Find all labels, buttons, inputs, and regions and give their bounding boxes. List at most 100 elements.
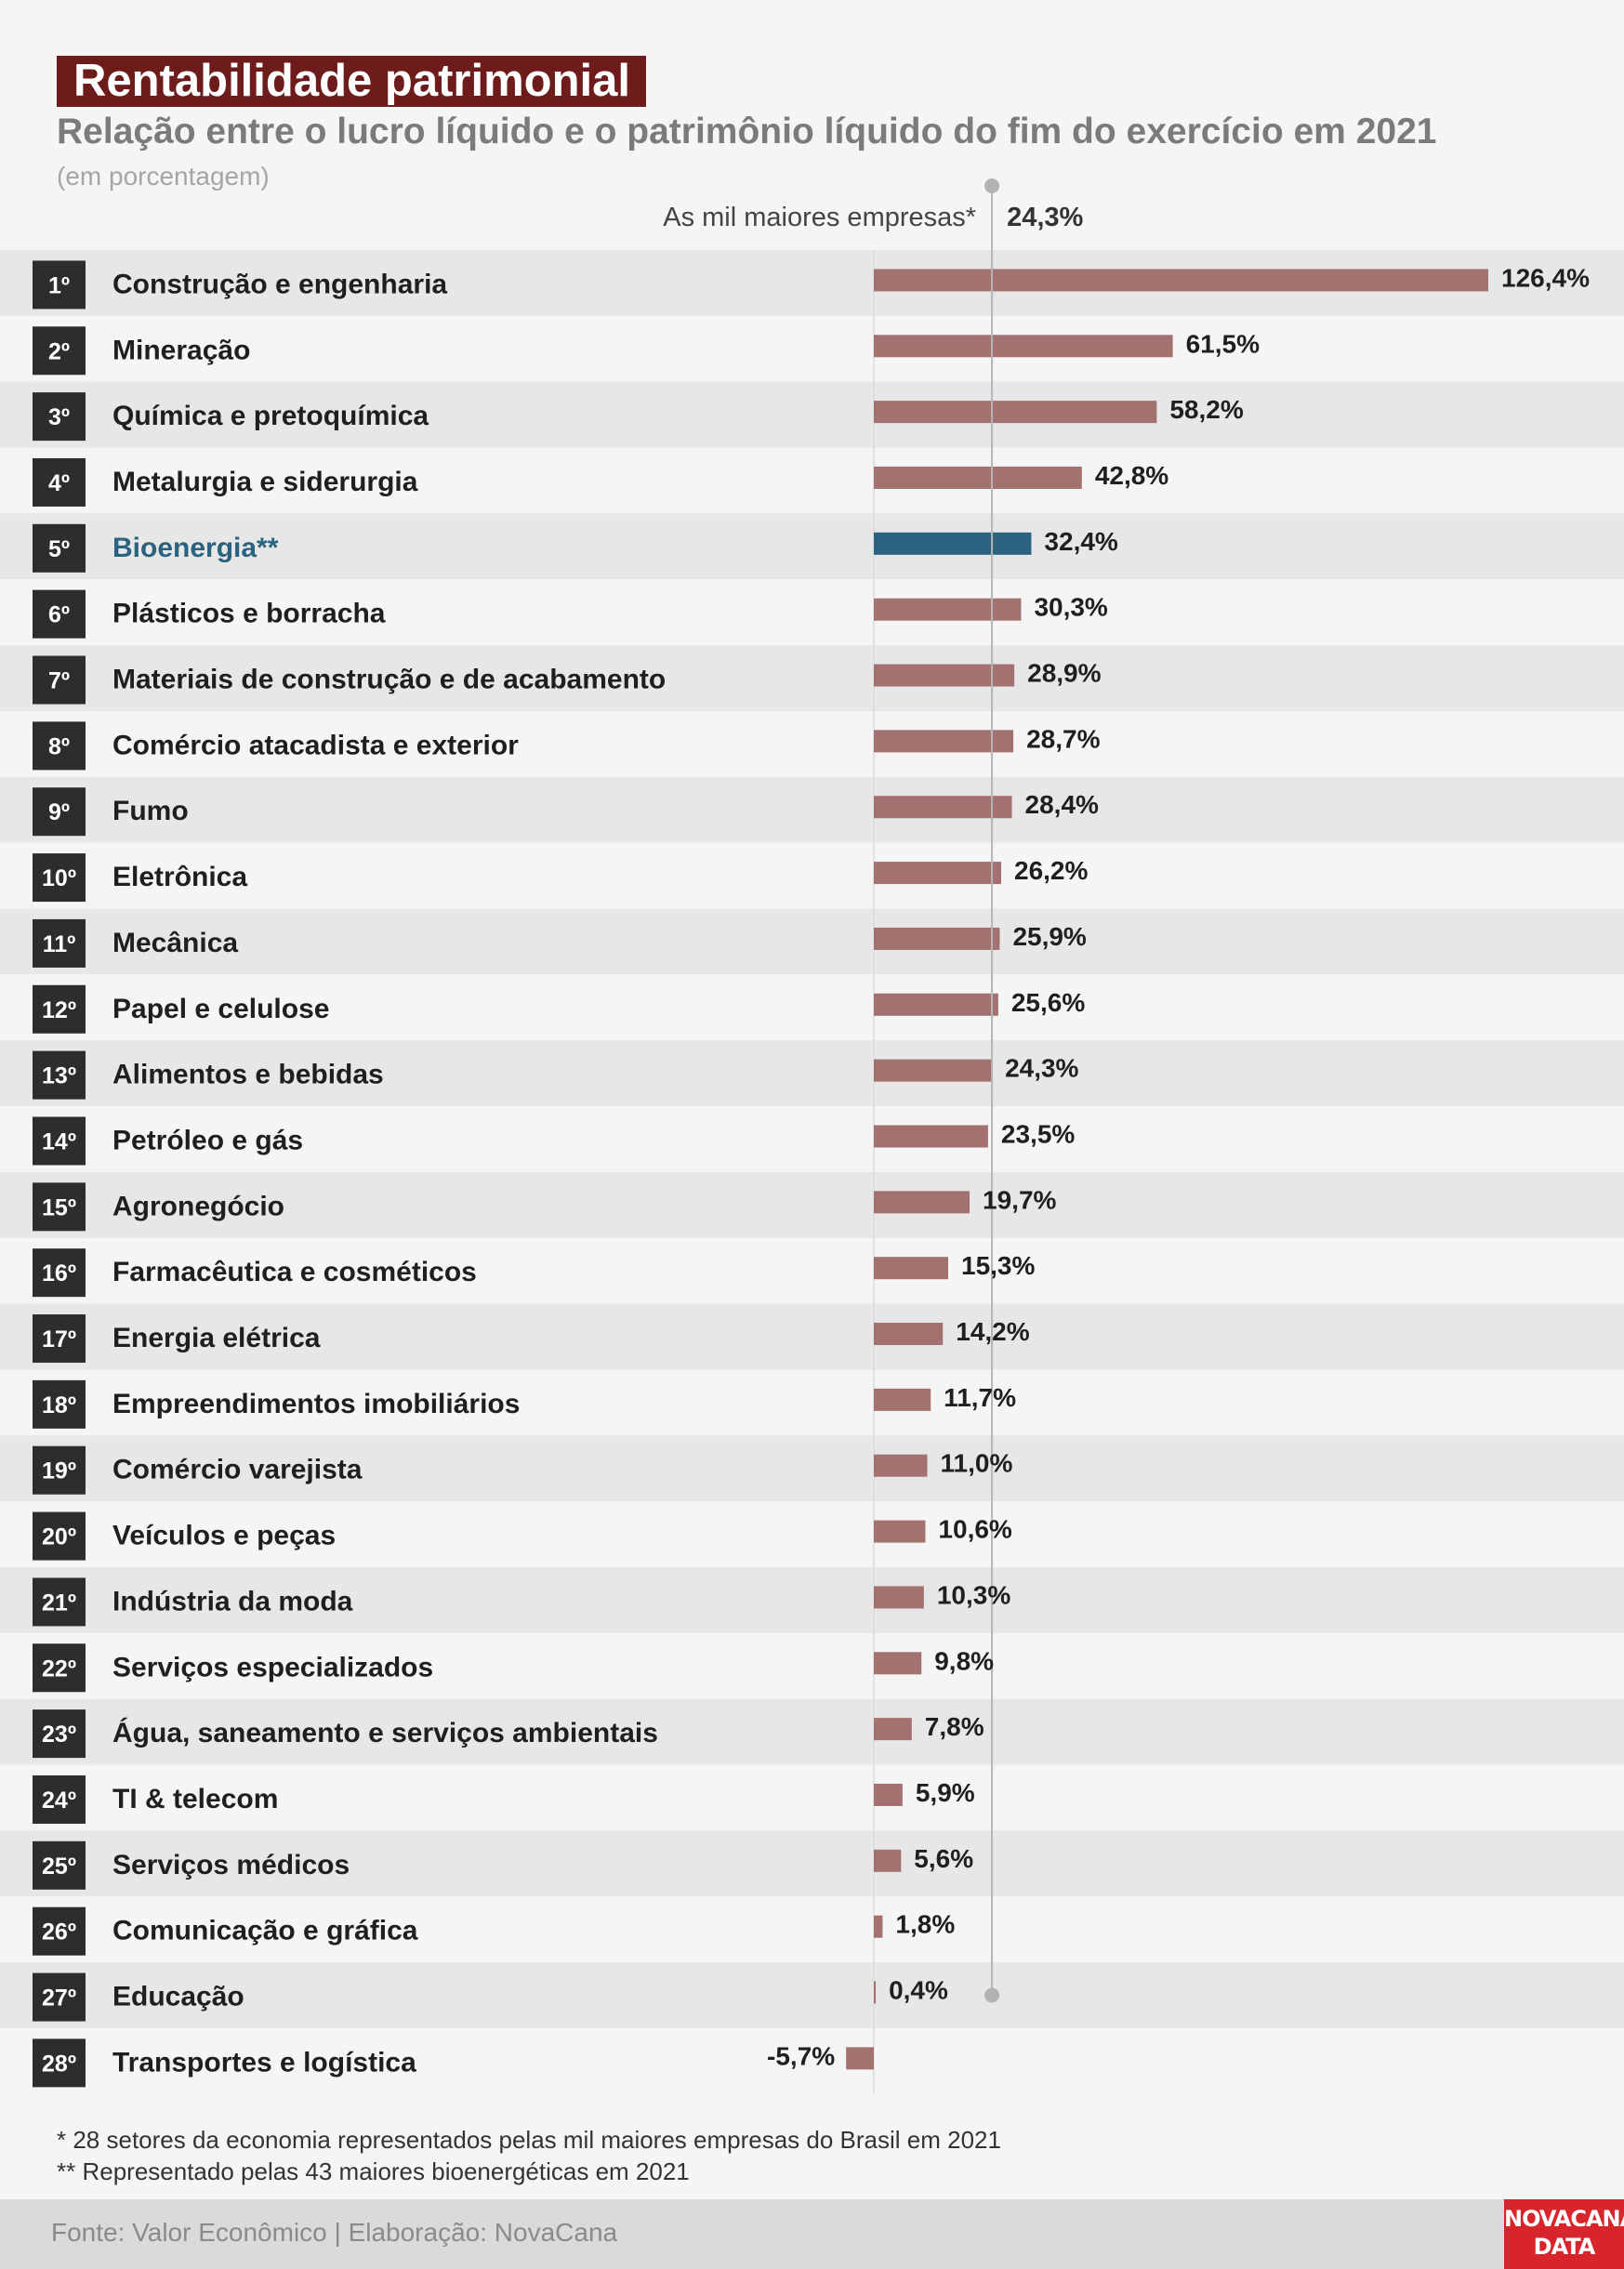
rank-badge [33, 589, 86, 639]
value-label: 5,9% [916, 1778, 975, 1807]
bar [874, 1783, 903, 1806]
reference-dot-bottom [984, 1987, 1000, 2003]
unit-note: (em porcentagem) [57, 162, 270, 191]
value-label: 5,6% [914, 1844, 973, 1873]
bar [846, 2047, 874, 2070]
bar [874, 927, 1000, 950]
rank-label: 28º [42, 2051, 76, 2077]
bar [874, 1520, 926, 1543]
row-background [0, 1896, 1624, 1963]
rank-badge [33, 1314, 86, 1364]
rank-label: 21º [42, 1590, 76, 1616]
value-label: 10,6% [938, 1515, 1011, 1544]
rank-label: 14º [42, 1128, 76, 1154]
rank-badge [33, 853, 86, 903]
rank-badge [33, 2038, 86, 2088]
rank-label: 10º [42, 865, 76, 891]
row-background [0, 2027, 1624, 2094]
value-label: 28,7% [1026, 724, 1100, 753]
rank-badge [33, 787, 86, 837]
category-label: Agronegócio [112, 1191, 284, 1221]
bar [874, 532, 1032, 555]
category-label: Materiais de construção e de acabamento [112, 665, 666, 695]
row-background [0, 1698, 1624, 1765]
rank-label: 6º [48, 602, 70, 628]
rank-label: 22º [42, 1656, 76, 1682]
category-label: Farmacêutica e cosméticos [112, 1257, 477, 1287]
value-label: 42,8% [1095, 461, 1168, 490]
rank-label: 9º [48, 799, 70, 825]
rank-badge [33, 1116, 86, 1166]
rank-badge [33, 1577, 86, 1627]
category-label: Construção e engenharia [112, 269, 447, 299]
bar [874, 1323, 944, 1346]
novacana-data-logo: NOVACANA DATA [1504, 2199, 1624, 2269]
bar [874, 1915, 883, 1938]
logo-line-2: DATA [1533, 2234, 1596, 2260]
row-background [0, 1171, 1624, 1238]
source-credit: Fonte: Valor Econômico | Elaboração: Nov… [51, 2218, 618, 2247]
rank-badge [33, 1774, 86, 1824]
rank-label: 15º [42, 1194, 76, 1220]
rank-badge [33, 1709, 86, 1759]
rows: 1º Construção e engenharia 126,4% 2º Mineraç… [33, 260, 1590, 2088]
rank-badge [33, 984, 86, 1034]
value-label: 14,2% [956, 1317, 1029, 1346]
row-background [0, 974, 1624, 1041]
chart-subtitle: Relação entre o lucro líquido e o patrim… [57, 112, 1437, 152]
row-background [0, 315, 1624, 382]
rank-badge [33, 1972, 86, 2022]
rank-badge [33, 260, 86, 310]
reference-dot-top [984, 178, 1000, 193]
value-label: 58,2% [1169, 395, 1243, 424]
bar [874, 862, 1002, 885]
rank-label: 24º [42, 1787, 76, 1814]
bar [874, 730, 1014, 753]
rank-badge [33, 1379, 86, 1429]
row-background [0, 447, 1624, 514]
rank-label: 27º [42, 1985, 76, 2012]
rank-label: 19º [42, 1458, 76, 1484]
row-background [0, 1303, 1624, 1370]
row-background [0, 908, 1624, 975]
row-background [0, 1435, 1624, 1502]
row-background [0, 1962, 1624, 2028]
bars [846, 269, 1488, 2070]
category-label: Energia elétrica [112, 1323, 321, 1353]
category-label: Mineração [112, 335, 250, 365]
rank-badge [33, 1511, 86, 1561]
category-label: Comércio atacadista e exterior [112, 730, 519, 760]
bar [874, 1586, 924, 1609]
rank-label: 26º [42, 1919, 76, 1946]
value-label: 23,5% [1001, 1119, 1075, 1148]
bar [874, 1652, 922, 1675]
value-label: 11,0% [941, 1449, 1013, 1478]
category-label: TI & telecom [112, 1784, 278, 1814]
rank-label: 7º [48, 668, 70, 694]
category-label: Metalurgia e siderurgia [112, 467, 418, 497]
rank-label: 5º [48, 536, 70, 562]
bar [874, 335, 1173, 358]
logo-line-1: NOVACANA [1504, 2206, 1624, 2232]
category-label: Indústria da moda [112, 1586, 353, 1616]
rank-badge [33, 457, 86, 507]
row-background [0, 1632, 1624, 1699]
category-label: Água, saneamento e serviços ambientais [112, 1717, 658, 1748]
bar [874, 1125, 988, 1148]
category-label: Serviços médicos [112, 1850, 350, 1880]
rank-badge [33, 1643, 86, 1693]
row-background [0, 1830, 1624, 1897]
category-label: Empreendimentos imobiliários [112, 1389, 520, 1419]
footnote-1: * 28 setores da economia representados p… [57, 2126, 1001, 2154]
category-label: Petróleo e gás [112, 1125, 303, 1155]
rank-badge [33, 523, 86, 573]
row-background [0, 710, 1624, 777]
row-background [0, 1369, 1624, 1436]
category-label: Educação [112, 1982, 244, 2012]
value-label: 25,9% [1012, 922, 1086, 951]
rank-label: 2º [48, 338, 70, 364]
category-label: Fumo [112, 796, 189, 826]
rank-label: 3º [48, 404, 70, 430]
value-label: 30,3% [1034, 593, 1107, 622]
bar [874, 466, 1082, 489]
